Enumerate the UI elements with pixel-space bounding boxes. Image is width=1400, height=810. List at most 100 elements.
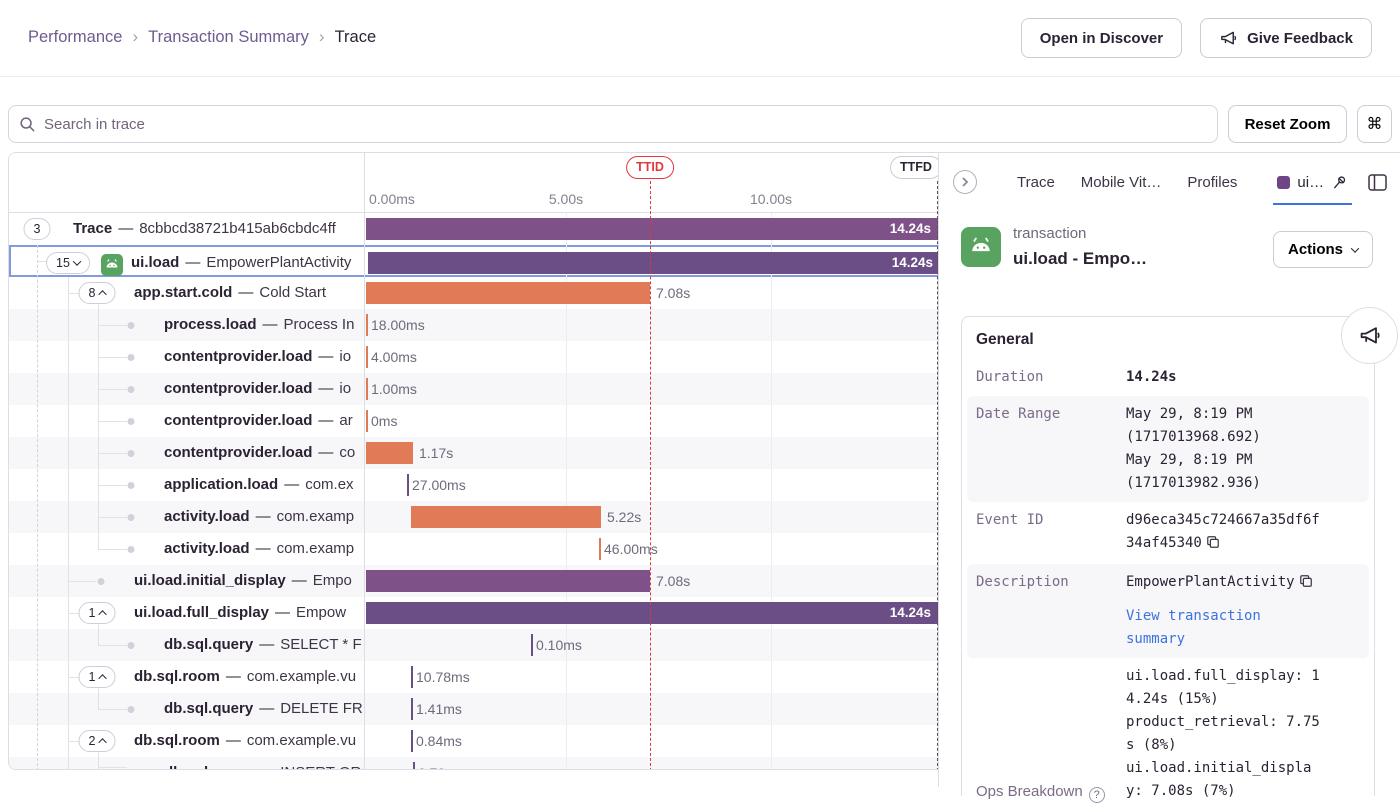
open-in-discover-label: Open in Discover [1039, 29, 1164, 47]
trace-row[interactable]: contentprovider.load — io 4.00ms [9, 341, 1391, 373]
tree-connector [37, 245, 38, 769]
view-transaction-summary-link[interactable]: View transaction summary [1126, 608, 1261, 647]
trace-row[interactable]: 2 db.sql.room — com.example.vu 0.84ms [9, 725, 1391, 757]
tab-ui-load-active[interactable]: ui… [1273, 153, 1353, 211]
ttfd-badge[interactable]: TTFD [890, 156, 942, 179]
span-leaf-dot [127, 354, 135, 361]
duration-bar[interactable] [366, 570, 650, 592]
trace-row-tree-cell: activity.load — com.examp [9, 501, 364, 533]
span-leaf-dot [97, 578, 105, 585]
breadcrumb-item[interactable]: Transaction Summary [148, 27, 309, 46]
span-label: activity.load — com.examp [164, 540, 355, 557]
duration-bar[interactable]: 14.24s [366, 602, 938, 624]
dock-left-icon[interactable] [1368, 173, 1387, 191]
breadcrumb-item[interactable]: Performance [28, 27, 123, 46]
android-icon [961, 227, 1001, 267]
copy-icon[interactable] [1206, 534, 1220, 557]
copy-icon[interactable] [1299, 573, 1313, 596]
pin-icon[interactable] [1331, 174, 1348, 191]
ttid-marker-line [650, 181, 651, 769]
tree-connector [98, 485, 127, 486]
span-count-badge[interactable]: 1 [78, 666, 116, 688]
tree-connector [98, 325, 127, 326]
duration-bar[interactable] [411, 506, 601, 528]
breadcrumb: Performance › Transaction Summary › Trace [28, 27, 376, 47]
feedback-floating-button[interactable] [1341, 307, 1398, 364]
open-in-discover-button[interactable]: Open in Discover [1020, 18, 1183, 58]
tree-connector [68, 741, 81, 742]
span-description: INSERT OR [280, 764, 361, 769]
trace-row[interactable]: activity.load — com.examp 46.00ms [9, 533, 1391, 565]
trace-row[interactable]: 1 db.sql.room — com.example.vu 10.78ms [9, 661, 1391, 693]
span-description: com.examp [276, 540, 355, 557]
chevron-up-icon [98, 610, 107, 619]
shortcuts-button[interactable]: ⌘ [1357, 105, 1392, 143]
duration-tick[interactable] [366, 378, 368, 400]
trace-row-tree-cell: 1 db.sql.room — com.example.vu [9, 661, 364, 693]
general-section-card: General Duration 14.24s Date Range May 29, … [961, 316, 1375, 803]
chevron-down-icon [72, 257, 82, 266]
badge-count: 15 [56, 256, 70, 270]
trace-row-tree-cell: 2 db.sql.room — com.example.vu [9, 725, 364, 757]
trace-row-tree-cell: 1 ui.load.full_display — Empow [9, 597, 364, 629]
duration-tick[interactable] [413, 762, 415, 769]
chevron-up-icon [98, 290, 107, 299]
duration-tick[interactable] [531, 634, 533, 656]
detail-row-date-range: Date Range May 29, 8:19 PM (1717013968.692… [967, 396, 1369, 502]
detail-row-value: EmpowerPlantActivity View transaction sum… [1126, 571, 1322, 651]
span-count-badge[interactable]: 1 [78, 602, 116, 624]
duration-tick[interactable] [366, 346, 368, 368]
duration-tick[interactable] [407, 474, 409, 496]
duration-tick[interactable] [599, 538, 601, 560]
span-label: contentprovider.load — ar [164, 412, 353, 429]
span-leaf-dot [127, 706, 135, 713]
span-label: contentprovider.load — io [164, 380, 352, 397]
tab-mobile-vit-[interactable]: Mobile Vit… [1080, 173, 1162, 191]
duration-tick[interactable] [411, 698, 413, 720]
span-count-badge[interactable]: 8 [78, 282, 116, 304]
span-label: Trace —8cbbcd38721b415ab6cbdc4ff [73, 220, 336, 237]
trace-row[interactable]: application.load — com.ex 27.00ms [9, 469, 1391, 501]
reset-zoom-button[interactable]: Reset Zoom [1228, 105, 1347, 143]
span-description: com.examp [276, 508, 355, 525]
badge-count: 1 [88, 670, 96, 684]
span-description: Empow [296, 604, 347, 621]
trace-search-box[interactable] [8, 105, 1218, 143]
tree-connector [98, 767, 127, 768]
duration-tick[interactable] [366, 314, 368, 336]
tree-connector [68, 293, 81, 294]
span-count-badge[interactable]: 3 [23, 218, 51, 240]
duration-bar[interactable]: 14.24s [368, 252, 940, 274]
span-label: app.start.cold — Cold Start [134, 284, 327, 301]
duration-label: 7.08s [656, 285, 691, 301]
trace-row[interactable]: contentprovider.load — ar 0ms [9, 405, 1391, 437]
span-label: ui.load.initial_display — Empo [134, 572, 352, 589]
duration-bar[interactable] [366, 442, 413, 464]
duration-tick[interactable] [366, 410, 368, 432]
tree-connector [98, 749, 99, 769]
span-leaf-dot [127, 418, 135, 425]
span-label: ui.load — EmpowerPlantActivity [101, 247, 351, 279]
trace-row[interactable]: 8 app.start.cold — Cold Start 7.08s [9, 277, 1391, 309]
collapse-drawer-button[interactable] [953, 170, 977, 194]
detail-row-label: Description [976, 574, 1069, 590]
duration-tick[interactable] [411, 666, 413, 688]
duration-bar[interactable] [366, 282, 650, 304]
search-input[interactable] [44, 115, 1207, 133]
actions-button[interactable]: Actions [1272, 231, 1373, 268]
tree-connector [98, 645, 127, 646]
span-description: DELETE FR [280, 700, 363, 717]
duration-tick[interactable] [411, 730, 413, 752]
give-feedback-button[interactable]: Give Feedback [1200, 18, 1372, 58]
trace-row[interactable]: 1 ui.load.full_display — Empow 14.24s [9, 597, 1391, 629]
help-icon[interactable]: ? [1088, 787, 1105, 803]
span-count-badge[interactable]: 2 [78, 730, 116, 752]
tab-trace[interactable]: Trace [1017, 173, 1055, 191]
span-count-badge[interactable]: 15 [46, 252, 90, 274]
tree-timeline-divider[interactable] [364, 153, 365, 769]
ttid-badge[interactable]: TTID [626, 156, 674, 179]
trace-row-tree-cell: contentprovider.load — co [9, 437, 364, 469]
tab-profiles[interactable]: Profiles [1187, 173, 1238, 191]
trace-row[interactable]: 3 Trace —8cbbcd38721b415ab6cbdc4ff 14.24s [9, 213, 1391, 245]
duration-bar[interactable]: 14.24s [366, 218, 938, 240]
